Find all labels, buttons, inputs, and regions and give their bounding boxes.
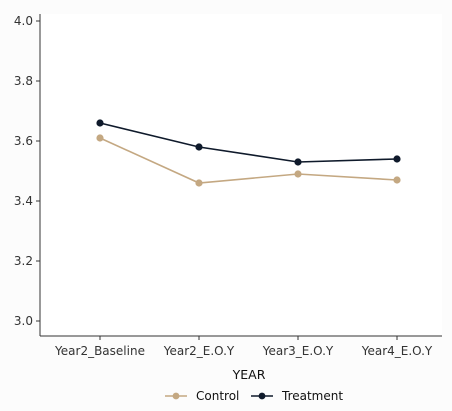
x-axis-title: YEAR — [232, 367, 266, 382]
control-data-point — [96, 134, 104, 142]
treatment-series-line — [99, 122, 398, 163]
y-tick-label: 4.0 — [14, 14, 33, 28]
y-tick-label: 3.0 — [14, 314, 33, 328]
control-legend-label: Control — [196, 389, 239, 403]
x-tick-label: Year2_E.O.Y — [163, 344, 235, 358]
y-tick-label: 3.2 — [14, 254, 33, 268]
treatment-legend-label: Treatment — [281, 389, 343, 403]
treatment-data-point — [96, 119, 104, 127]
plot-background — [40, 14, 442, 336]
control-data-point — [195, 179, 203, 187]
y-tick-label: 3.4 — [14, 194, 33, 208]
treatment-data-point — [294, 158, 302, 166]
x-tick-label: Year4_E.O.Y — [361, 344, 433, 358]
y-tick-label: 3.6 — [14, 134, 33, 148]
y-tick-label: 3.8 — [14, 74, 33, 88]
x-tick-label: Year2_Baseline — [54, 344, 145, 358]
control-data-point — [294, 170, 302, 178]
legend: Control Treatment — [165, 389, 343, 403]
control-data-point — [393, 176, 401, 184]
treatment-data-point — [393, 155, 401, 163]
treatment-data-point — [195, 143, 203, 151]
control-series-line — [99, 137, 398, 184]
x-tick-label: Year3_E.O.Y — [262, 344, 334, 358]
control-legend-marker — [172, 392, 180, 400]
x-axis-ticks: Year2_Baseline Year2_E.O.Y Year3_E.O.Y Year… — [54, 336, 433, 358]
series-layer — [96, 119, 401, 187]
treatment-legend-marker — [258, 392, 266, 400]
y-axis-ticks: 3.0 3.2 3.4 3.6 3.8 4.0 — [14, 14, 40, 328]
